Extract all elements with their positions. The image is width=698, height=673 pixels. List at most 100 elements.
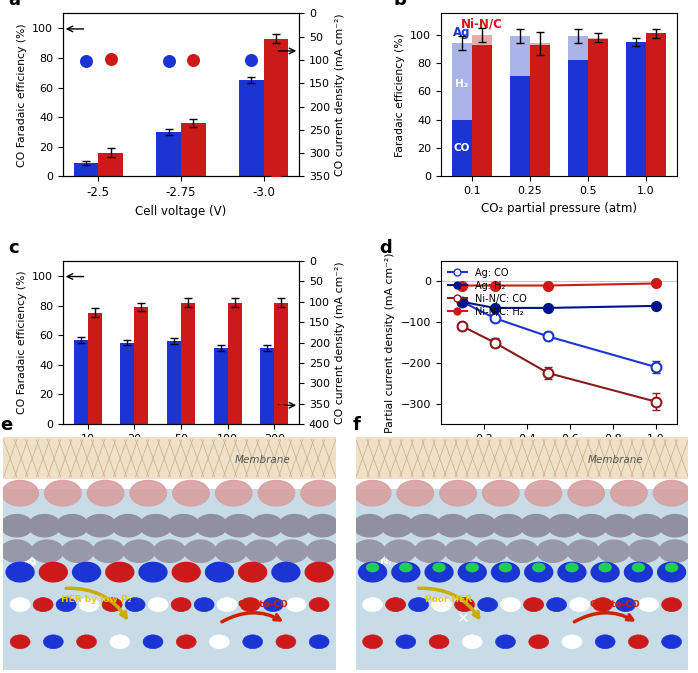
Point: [456, 296, 468, 307]
FancyBboxPatch shape: [3, 437, 336, 479]
Circle shape: [537, 540, 569, 563]
Circle shape: [653, 481, 690, 506]
Circle shape: [239, 563, 267, 582]
Circle shape: [616, 598, 636, 612]
Circle shape: [639, 598, 659, 612]
Text: Ag: Ag: [453, 26, 470, 39]
Point: [650, 278, 661, 289]
Circle shape: [216, 481, 252, 506]
Bar: [646, 33, 667, 176]
Circle shape: [57, 515, 89, 537]
Bar: [228, 303, 242, 424]
Circle shape: [39, 563, 67, 582]
FancyBboxPatch shape: [356, 489, 688, 670]
Circle shape: [576, 515, 607, 537]
Text: CO: CO: [454, 143, 470, 153]
Y-axis label: Partial current density (mA cm⁻²): Partial current density (mA cm⁻²): [385, 252, 395, 433]
Circle shape: [520, 515, 552, 537]
Circle shape: [125, 598, 145, 612]
Circle shape: [87, 481, 124, 506]
Circle shape: [562, 635, 582, 649]
Circle shape: [29, 515, 61, 537]
Y-axis label: CO current density (mA cm⁻²): CO current density (mA cm⁻²): [336, 261, 346, 424]
Bar: [87, 313, 102, 424]
Circle shape: [658, 563, 685, 582]
Bar: [73, 163, 98, 176]
Circle shape: [171, 598, 191, 612]
Circle shape: [595, 635, 615, 649]
Circle shape: [272, 563, 300, 582]
Circle shape: [462, 635, 482, 649]
Bar: [260, 349, 274, 424]
Bar: [167, 341, 181, 424]
X-axis label: CO₂ partial pressure (atm): CO₂ partial pressure (atm): [481, 450, 637, 462]
Circle shape: [659, 515, 691, 537]
X-axis label: CO₂ partial pressure (atm): CO₂ partial pressure (atm): [481, 202, 637, 215]
Text: CO₂-to-CO: CO₂-to-CO: [237, 600, 288, 609]
Bar: [472, 35, 492, 44]
Circle shape: [492, 515, 524, 537]
Point: [650, 396, 661, 407]
Point: [188, 54, 199, 65]
Circle shape: [31, 540, 64, 563]
Point: [276, 404, 287, 415]
Circle shape: [263, 598, 283, 612]
Circle shape: [6, 563, 34, 582]
Circle shape: [1, 540, 33, 563]
Circle shape: [56, 598, 76, 612]
Bar: [625, 42, 646, 176]
Circle shape: [632, 563, 644, 571]
Text: CO₂-to-CO: CO₂-to-CO: [590, 600, 641, 609]
X-axis label: Cell voltage (V): Cell voltage (V): [135, 205, 227, 217]
Circle shape: [666, 563, 678, 571]
Text: e: e: [0, 417, 13, 435]
Point: [456, 321, 468, 332]
Circle shape: [568, 481, 604, 506]
Circle shape: [139, 563, 167, 582]
Circle shape: [168, 515, 200, 537]
Point: [163, 56, 174, 67]
Circle shape: [599, 563, 611, 571]
Circle shape: [454, 598, 475, 612]
Bar: [73, 340, 87, 424]
Point: [215, 393, 226, 404]
Circle shape: [172, 481, 209, 506]
Circle shape: [437, 515, 468, 537]
Circle shape: [662, 598, 681, 612]
Point: [456, 280, 468, 291]
Circle shape: [10, 598, 30, 612]
Text: Poor HER: Poor HER: [426, 596, 473, 604]
Y-axis label: CO Faradaic efficiency (%): CO Faradaic efficiency (%): [17, 271, 27, 415]
Bar: [567, 60, 588, 176]
Circle shape: [77, 635, 96, 649]
Circle shape: [433, 563, 445, 571]
Circle shape: [491, 563, 519, 582]
Y-axis label: CO Faradaic efficiency (%): CO Faradaic efficiency (%): [17, 23, 27, 167]
Circle shape: [591, 563, 619, 582]
X-axis label: CO₂ flow rate  (mL min⁻¹): CO₂ flow rate (mL min⁻¹): [106, 450, 256, 462]
Point: [489, 303, 500, 314]
Circle shape: [309, 598, 329, 612]
Point: [168, 395, 179, 406]
Circle shape: [392, 563, 419, 582]
Circle shape: [466, 563, 478, 571]
Circle shape: [431, 598, 452, 612]
Y-axis label: Faradaic efficiency (%): Faradaic efficiency (%): [394, 33, 405, 157]
Bar: [156, 132, 181, 176]
Circle shape: [301, 481, 337, 506]
Circle shape: [385, 598, 406, 612]
Circle shape: [525, 563, 553, 582]
Circle shape: [397, 481, 433, 506]
Bar: [567, 36, 588, 60]
Circle shape: [464, 515, 496, 537]
Circle shape: [524, 598, 544, 612]
Circle shape: [10, 635, 30, 649]
Text: b: b: [394, 0, 406, 9]
Point: [229, 398, 240, 409]
Circle shape: [215, 540, 246, 563]
Circle shape: [353, 540, 385, 563]
Circle shape: [246, 540, 277, 563]
Circle shape: [217, 598, 237, 612]
Circle shape: [106, 563, 134, 582]
Circle shape: [305, 563, 333, 582]
